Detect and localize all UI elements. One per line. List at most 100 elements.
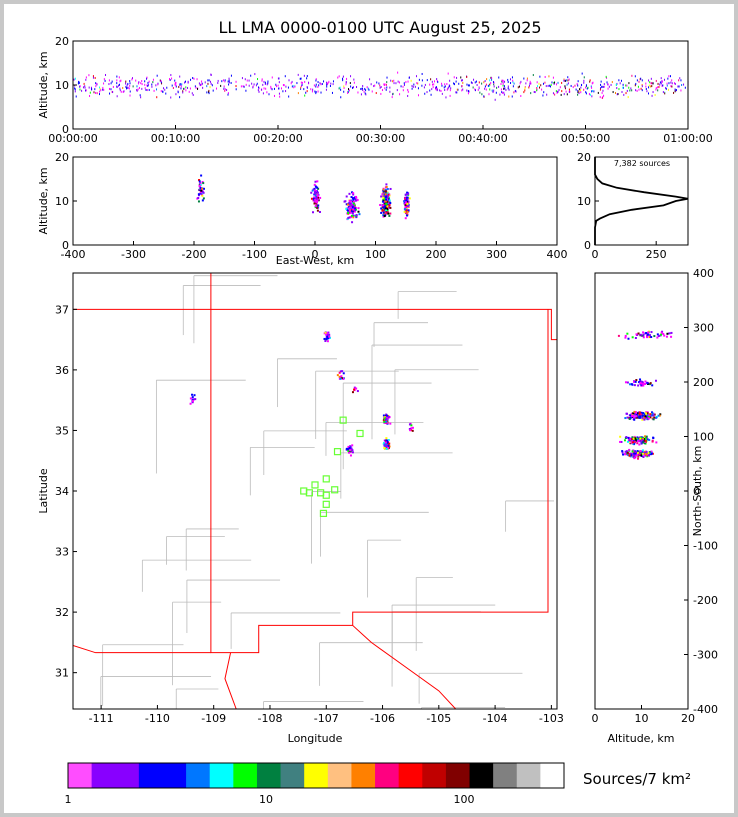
source-point xyxy=(365,93,367,96)
source-point xyxy=(416,82,418,85)
source-point xyxy=(119,87,121,90)
source-point xyxy=(444,85,446,88)
source-point xyxy=(602,85,604,88)
source-point xyxy=(353,78,355,81)
source-point xyxy=(379,84,381,87)
source-point xyxy=(616,93,618,96)
source-point xyxy=(430,93,432,96)
time-height-panel: 00:00:00 00:10:00 00:20:00 00:30:00 00:40:00… xyxy=(37,35,713,145)
source-point xyxy=(326,336,329,339)
source-point xyxy=(228,83,230,86)
source-point xyxy=(96,82,98,85)
source-point xyxy=(635,412,638,415)
source-point xyxy=(103,82,105,85)
source-point xyxy=(600,87,602,90)
source-point xyxy=(383,443,386,446)
source-point xyxy=(489,79,491,82)
source-point xyxy=(634,411,637,414)
source-point xyxy=(342,372,345,375)
source-point xyxy=(524,87,526,90)
source-point xyxy=(187,80,189,83)
source-point xyxy=(426,91,428,94)
source-point xyxy=(634,454,637,457)
source-point xyxy=(323,337,326,340)
source-point xyxy=(493,89,495,92)
source-point xyxy=(447,72,449,75)
source-point xyxy=(597,91,599,94)
source-point xyxy=(189,397,192,400)
source-point xyxy=(287,86,289,89)
source-point xyxy=(184,81,186,84)
source-point xyxy=(352,86,354,89)
source-point xyxy=(633,455,636,458)
source-point xyxy=(169,79,171,82)
source-point xyxy=(104,79,106,82)
source-point xyxy=(345,195,348,198)
source-point xyxy=(199,83,201,86)
source-point xyxy=(619,435,622,438)
source-point xyxy=(642,382,645,385)
source-point xyxy=(364,87,366,90)
source-point xyxy=(347,445,350,448)
source-point xyxy=(626,84,628,87)
source-point xyxy=(644,415,647,418)
source-point xyxy=(379,204,382,207)
source-point xyxy=(194,398,197,401)
source-point xyxy=(137,88,139,91)
plan-view-sources xyxy=(189,331,414,457)
source-point xyxy=(384,417,387,420)
source-point xyxy=(548,84,550,87)
ew-altitude-axis-tick-label: 0 xyxy=(62,239,69,252)
source-point xyxy=(631,440,634,443)
chart-title: LL LMA 0000-0100 UTC August 25, 2025 xyxy=(218,18,541,37)
source-point xyxy=(417,87,419,90)
source-point xyxy=(578,90,580,93)
source-point xyxy=(474,81,476,84)
source-point xyxy=(511,76,513,79)
source-point xyxy=(387,439,390,442)
source-point xyxy=(633,418,636,421)
source-point xyxy=(389,86,391,89)
source-point xyxy=(606,76,608,79)
source-point xyxy=(650,77,652,80)
source-point xyxy=(132,77,134,80)
source-point xyxy=(315,91,317,94)
source-point xyxy=(385,88,387,91)
source-point xyxy=(638,88,640,91)
source-point xyxy=(599,96,601,99)
source-point xyxy=(92,76,94,79)
source-point xyxy=(351,197,354,200)
source-point xyxy=(486,78,488,81)
source-point xyxy=(564,85,566,88)
source-point xyxy=(313,202,316,205)
source-point xyxy=(513,82,515,85)
source-point xyxy=(436,78,438,81)
source-point xyxy=(567,76,569,79)
source-point xyxy=(388,204,391,207)
source-point xyxy=(504,80,506,83)
source-point xyxy=(338,375,341,378)
station-marker xyxy=(322,475,330,483)
source-point xyxy=(141,80,143,83)
source-point xyxy=(576,83,578,86)
source-point xyxy=(385,183,388,186)
source-point xyxy=(639,381,642,384)
source-point xyxy=(620,79,622,82)
source-point xyxy=(498,85,500,88)
source-point xyxy=(182,87,184,90)
source-point xyxy=(635,333,638,336)
source-point xyxy=(577,93,579,96)
source-point xyxy=(635,437,638,440)
source-point xyxy=(90,86,92,89)
source-point xyxy=(648,79,650,82)
source-point xyxy=(646,412,649,415)
source-point xyxy=(328,336,331,339)
source-point xyxy=(397,71,399,74)
source-point xyxy=(340,375,343,378)
source-point xyxy=(387,446,390,449)
source-point xyxy=(640,411,643,414)
source-point xyxy=(491,89,493,92)
source-point xyxy=(204,81,206,84)
source-point xyxy=(270,85,272,88)
source-point xyxy=(350,209,353,212)
